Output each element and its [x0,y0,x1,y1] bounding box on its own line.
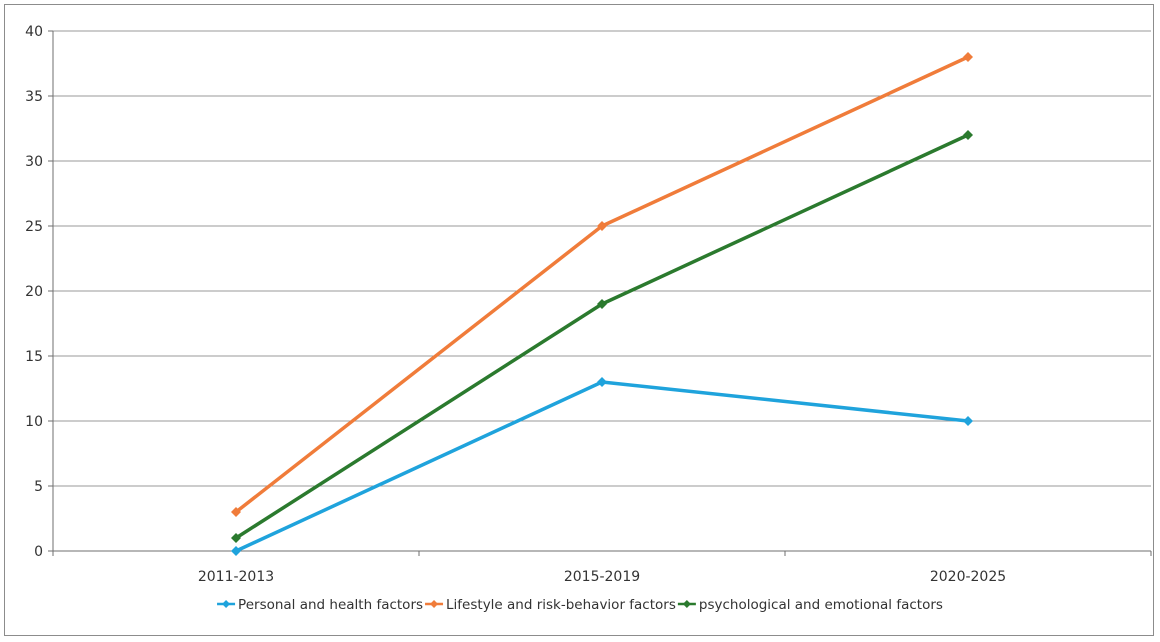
series-line [234,133,970,540]
chart-frame: 0 5 10 15 20 25 30 35 40 2011-2013 2015-2019 2020-… [4,4,1154,636]
x-tick-label: 2015-2019 [564,569,640,585]
y-axis-ticks: 0 5 10 15 20 25 30 35 40 [25,24,43,560]
series-3 [231,130,973,543]
y-tick-label: 0 [34,544,43,560]
legend-label: Personal and health factors [238,597,423,613]
y-tick-label: 25 [25,219,43,235]
legend-item-2: Lifestyle and risk-behavior factors [425,597,676,613]
y-tick-label: 10 [25,414,43,430]
legend-item-3: psychological and emotional factors [677,597,943,613]
data-point [597,221,607,231]
data-point [231,533,241,543]
series-line [234,55,970,514]
series [231,52,973,556]
series-1 [231,377,973,556]
legend-item-1: Personal and health factors [217,597,423,613]
line-chart: 0 5 10 15 20 25 30 35 40 2011-2013 2015-2019 2020-… [25,24,1152,613]
series-2 [231,52,973,517]
y-tick-label: 40 [25,24,43,40]
data-point [963,52,973,62]
legend-label: psychological and emotional factors [699,597,943,613]
x-tick-label: 2020-2025 [930,569,1006,585]
y-tick-label: 35 [25,89,43,105]
y-tick-label: 20 [25,284,43,300]
data-point [231,507,241,517]
data-point [231,546,241,556]
gridlines [53,30,1151,487]
axes [48,30,1152,556]
legend-swatch-marker [222,600,231,608]
legend-swatch-marker [430,600,439,608]
y-tick-label: 15 [25,349,43,365]
data-point [597,299,607,309]
y-tick-label: 5 [34,479,43,495]
x-tick-label: 2011-2013 [198,569,274,585]
legend: Personal and health factors Lifestyle and… [217,597,943,613]
legend-label: Lifestyle and risk-behavior factors [446,597,676,613]
data-point [597,377,607,387]
x-axis-ticks: 2011-2013 2015-2019 2020-2025 [198,569,1006,585]
data-point [963,130,973,140]
legend-swatch-marker [682,600,691,608]
data-point [963,416,973,426]
y-tick-label: 30 [25,154,43,170]
